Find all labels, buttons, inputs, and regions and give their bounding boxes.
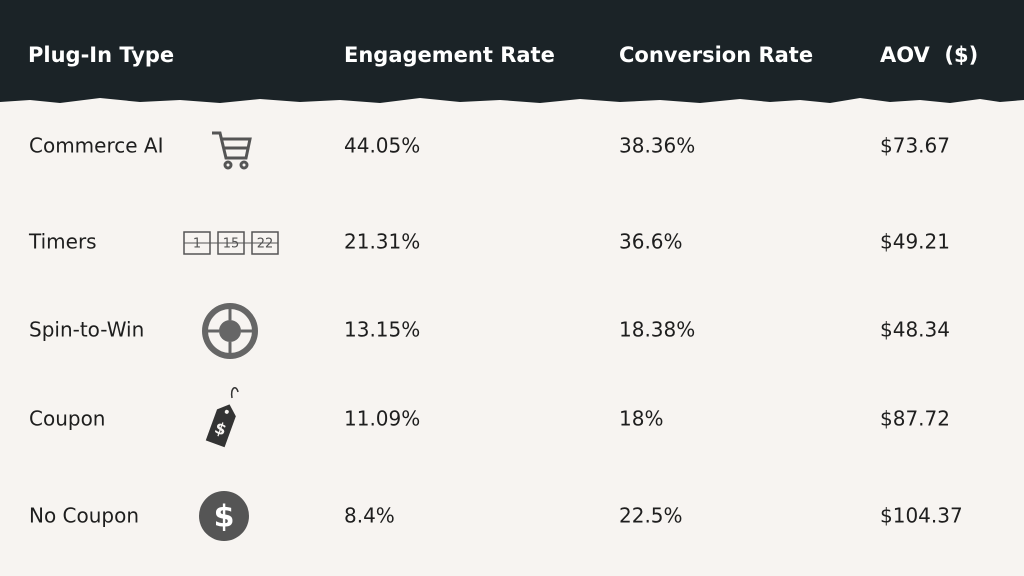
cell: 8.4% bbox=[344, 504, 395, 528]
wheel-icon bbox=[202, 303, 258, 359]
cell: $48.34 bbox=[880, 318, 950, 342]
header-cell: Conversion Rate bbox=[619, 43, 813, 67]
rows: Commerce AI 44.05% 38.36% $73.67 Timers 21.31… bbox=[28, 134, 963, 528]
cell: 22.5% bbox=[619, 504, 683, 528]
timer-digit: 22 bbox=[257, 237, 274, 252]
dollar-icon: $ bbox=[199, 491, 249, 541]
header-band bbox=[0, 0, 1024, 103]
timer-digit: 1 bbox=[193, 237, 201, 252]
header-cell: AOV ($) bbox=[880, 43, 978, 67]
row-label: Commerce AI bbox=[29, 134, 164, 158]
header-cell: Plug-In Type bbox=[28, 43, 174, 67]
cell: 18.38% bbox=[619, 318, 695, 342]
timer-digit: 15 bbox=[223, 237, 240, 252]
cell: 18% bbox=[619, 407, 663, 431]
cell: 36.6% bbox=[619, 230, 683, 254]
cell: 38.36% bbox=[619, 134, 695, 158]
row-label: No Coupon bbox=[29, 504, 139, 528]
row-label: Timers bbox=[28, 230, 97, 254]
cart-icon bbox=[212, 131, 252, 170]
dollar-symbol: $ bbox=[214, 500, 235, 535]
cell: $49.21 bbox=[880, 230, 950, 254]
timer-icon: 1 15 22 bbox=[183, 231, 279, 255]
cell: $73.67 bbox=[880, 134, 950, 158]
row-label: Coupon bbox=[29, 407, 105, 431]
cell: 13.15% bbox=[344, 318, 420, 342]
cell: 11.09% bbox=[344, 407, 420, 431]
header-cell: Engagement Rate bbox=[344, 43, 555, 67]
cell: 44.05% bbox=[344, 134, 420, 158]
row-label: Spin-to-Win bbox=[29, 318, 144, 342]
cell: 21.31% bbox=[344, 230, 420, 254]
cell: $87.72 bbox=[880, 407, 950, 431]
cell: $104.37 bbox=[880, 504, 963, 528]
coupon-icon: $ bbox=[205, 386, 239, 448]
